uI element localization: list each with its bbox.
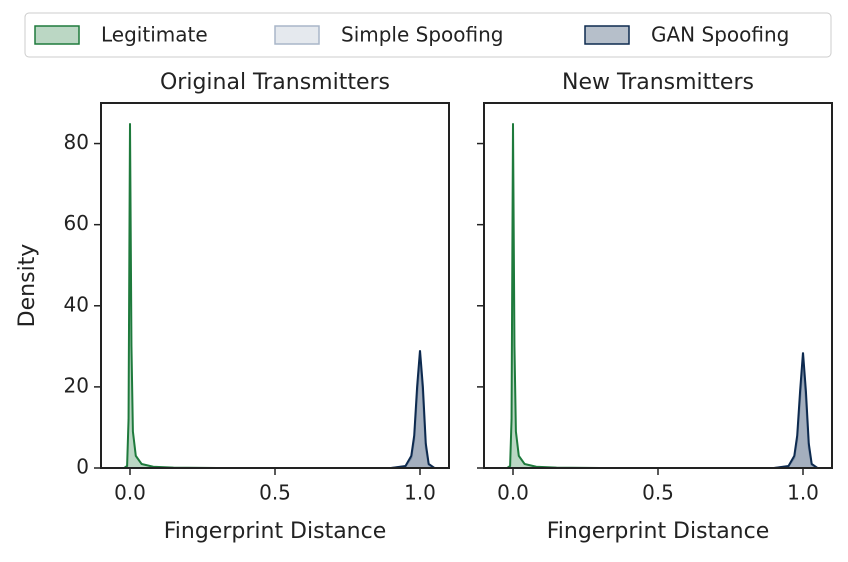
legend-label: GAN Spoofing (651, 23, 789, 47)
legend-swatch (34, 25, 80, 45)
legend-swatch (274, 25, 320, 45)
density-area (505, 123, 818, 468)
legend-box (24, 12, 832, 58)
density-area (507, 362, 820, 468)
y-tick-label: 40 (64, 292, 89, 316)
legend-swatch (584, 25, 630, 45)
y-axis-label: Density (15, 244, 40, 328)
density-area (124, 358, 437, 468)
y-tick-label: 80 (64, 130, 89, 154)
x-tick-label: 0.0 (497, 481, 529, 505)
plot-frame (100, 102, 450, 469)
x-tick-label: 1.0 (404, 481, 436, 505)
density-area (122, 123, 435, 468)
legend-label: Simple Spoofing (341, 23, 503, 47)
subplot-title: Original Transmitters (160, 70, 390, 95)
legend-label: Legitimate (101, 23, 208, 47)
x-tick-label: 0.5 (259, 481, 291, 505)
x-axis-label: Fingerprint Distance (164, 519, 387, 544)
x-tick-label: 0.0 (114, 481, 146, 505)
x-tick-label: 0.5 (642, 481, 674, 505)
y-tick-label: 20 (64, 373, 89, 397)
density-area (507, 352, 820, 468)
x-tick-label: 1.0 (787, 481, 819, 505)
y-tick-label: 0 (76, 455, 89, 479)
density-area (124, 350, 437, 468)
y-tick-label: 60 (64, 211, 89, 235)
x-axis-label: Fingerprint Distance (547, 519, 770, 544)
subplot-title: New Transmitters (562, 70, 754, 95)
plot-frame (483, 102, 833, 469)
